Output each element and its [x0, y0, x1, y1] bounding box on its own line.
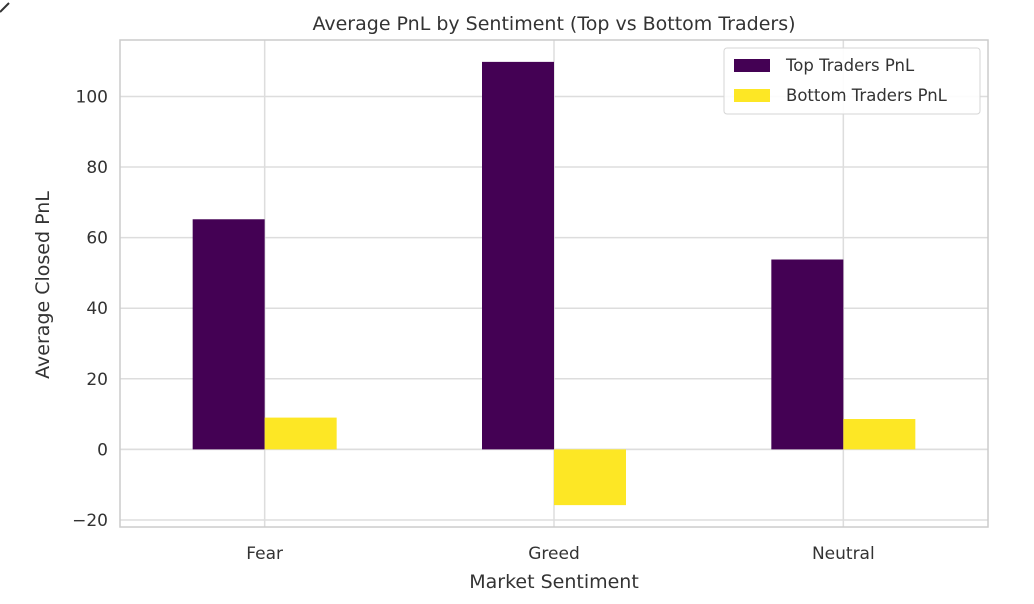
- y-tick-label: 20: [86, 370, 108, 390]
- x-tick-label: Greed: [528, 544, 580, 564]
- y-tick-label: 0: [97, 440, 108, 460]
- legend-label: Bottom Traders PnL: [786, 86, 948, 105]
- y-tick-label: 40: [86, 299, 108, 319]
- legend-swatch: [734, 89, 770, 102]
- legend: Top Traders PnL Bottom Traders PnL: [723, 47, 981, 115]
- x-axis-title: Market Sentiment: [469, 571, 639, 593]
- y-tick-labels: −20 0 20 40 60 80 100: [72, 87, 108, 530]
- x-tick-label: Neutral: [812, 544, 875, 564]
- x-tick-label: Fear: [246, 544, 283, 564]
- bar: [192, 219, 265, 450]
- y-tick-label: 80: [86, 158, 108, 178]
- y-tick-label: −20: [72, 511, 108, 531]
- y-axis-title: Average Closed PnL: [32, 191, 54, 379]
- chart-title: Average PnL by Sentiment (Top vs Bottom …: [312, 13, 795, 35]
- y-tick-label: 100: [76, 87, 108, 107]
- legend-swatch: [734, 59, 770, 72]
- bar: [264, 417, 337, 450]
- x-tick-labels: Fear Greed Neutral: [246, 544, 874, 564]
- bar: [482, 61, 554, 450]
- legend-box: [723, 47, 981, 115]
- bars: [192, 61, 916, 506]
- y-tick-label: 60: [86, 229, 108, 249]
- bar: [843, 419, 916, 450]
- bar: [771, 259, 844, 450]
- legend-label: Top Traders PnL: [785, 56, 915, 75]
- corner-arrow-icon: [0, 2, 10, 13]
- plot-frame: [119, 39, 989, 528]
- bar: [554, 449, 626, 506]
